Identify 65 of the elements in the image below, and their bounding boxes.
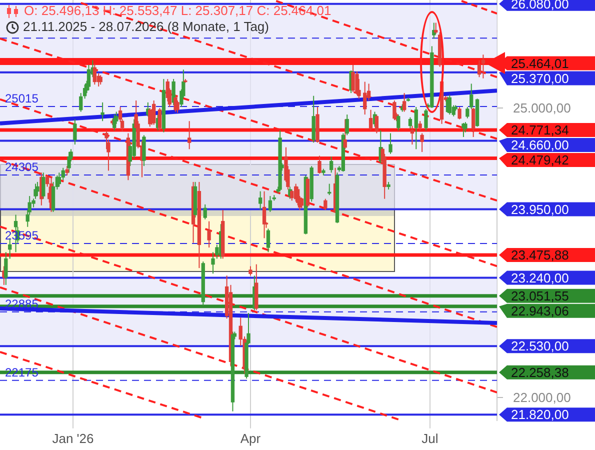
candlestick — [4, 252, 8, 286]
x-tick-label: Jan '26 — [52, 430, 94, 446]
candlestick — [65, 166, 69, 176]
ref-line-label: 23.240,00 — [511, 270, 569, 286]
candlestick — [57, 172, 61, 188]
ref-line-label: 24.660,00 — [511, 138, 569, 153]
candlestick — [414, 106, 418, 150]
candlestick — [300, 197, 304, 209]
candlestick — [36, 181, 40, 197]
candlestick — [172, 78, 176, 106]
candlestick — [290, 188, 294, 202]
candlestick — [61, 167, 65, 181]
candlestick — [374, 114, 379, 134]
candlestick — [408, 116, 412, 130]
candlestick — [420, 132, 424, 152]
candlestick — [472, 107, 476, 138]
candlestick — [396, 114, 400, 131]
ref-line-label: 23.950,00 — [511, 202, 569, 217]
candlestick — [434, 22, 438, 35]
candlestick — [152, 100, 156, 126]
candlestick — [388, 132, 392, 154]
candlestick — [318, 155, 322, 174]
candlestick — [100, 102, 104, 122]
candlestick — [207, 220, 211, 248]
candlestick — [418, 120, 422, 131]
y-tick-label: 25.000,00 — [513, 100, 571, 116]
ref-line-label: 22.530,00 — [511, 338, 569, 354]
candlestick — [248, 266, 252, 276]
candlestick — [345, 114, 349, 136]
ref-line-label: 21.820,00 — [511, 407, 569, 422]
ref-line-label: 24.479,42 — [511, 152, 569, 168]
ref-line-label: 25015 — [5, 92, 39, 106]
candlestick — [92, 63, 96, 86]
candlestick — [363, 81, 367, 116]
candlestick — [73, 118, 77, 146]
candlestick — [324, 198, 328, 211]
candlestick — [448, 94, 452, 116]
candlestick — [458, 106, 462, 120]
candlestick — [98, 74, 102, 86]
ref-line-label: 24.771,34 — [511, 122, 569, 138]
x-tick-label: Apr — [240, 430, 262, 446]
candlestick — [351, 64, 355, 93]
candlestick — [258, 190, 262, 211]
candlestick — [42, 172, 46, 200]
candlestick — [330, 156, 334, 174]
candlestick — [410, 125, 414, 146]
ref-line-label: 25.370,00 — [511, 70, 569, 86]
candlestick — [268, 196, 272, 212]
x-tick-label: Jul — [422, 430, 438, 446]
ref-line-label: 22.943,06 — [511, 303, 569, 318]
ref-line-label: 23.051,55 — [511, 288, 569, 304]
candlestick — [188, 120, 192, 150]
candlestick — [86, 64, 91, 91]
ref-line-label: 23.475,88 — [511, 248, 569, 263]
candlestick — [464, 122, 468, 133]
candlestick — [424, 108, 428, 131]
ref-line-label: 22.258,38 — [511, 364, 569, 380]
candlestick — [67, 151, 71, 174]
y-tick-label: 22.000,00 — [513, 390, 571, 405]
candlestick — [266, 228, 270, 253]
candlestick — [368, 109, 373, 131]
candlestick — [203, 204, 207, 220]
ref-line-label: 22885 — [5, 296, 39, 311]
candlestick — [343, 118, 347, 150]
ref-line-label: 25.464,01 — [511, 56, 569, 71]
